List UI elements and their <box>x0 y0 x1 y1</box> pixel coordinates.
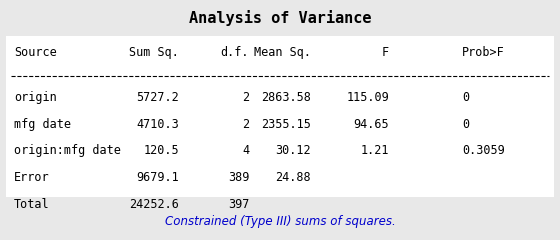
Text: origin:mfg date: origin:mfg date <box>14 144 121 157</box>
Text: 2: 2 <box>242 91 249 104</box>
Text: mfg date: mfg date <box>14 118 71 131</box>
Text: Source: Source <box>14 46 57 59</box>
Text: 4: 4 <box>242 144 249 157</box>
Text: 24252.6: 24252.6 <box>129 198 179 211</box>
Text: Analysis of Variance: Analysis of Variance <box>189 10 371 26</box>
Text: F: F <box>382 46 389 59</box>
Text: 2355.15: 2355.15 <box>261 118 311 131</box>
Text: 0: 0 <box>462 91 469 104</box>
Text: 30.12: 30.12 <box>275 144 311 157</box>
Text: Mean Sq.: Mean Sq. <box>254 46 311 59</box>
Text: 5727.2: 5727.2 <box>137 91 179 104</box>
Text: 397: 397 <box>228 198 249 211</box>
Text: 9679.1: 9679.1 <box>137 171 179 184</box>
Text: 4710.3: 4710.3 <box>137 118 179 131</box>
Text: 120.5: 120.5 <box>143 144 179 157</box>
Text: 94.65: 94.65 <box>353 118 389 131</box>
Text: Prob>F: Prob>F <box>462 46 505 59</box>
Text: 24.88: 24.88 <box>275 171 311 184</box>
Text: d.f.: d.f. <box>221 46 249 59</box>
Text: 0.3059: 0.3059 <box>462 144 505 157</box>
Text: 2: 2 <box>242 118 249 131</box>
Bar <box>6 36 554 197</box>
Text: Sum Sq.: Sum Sq. <box>129 46 179 59</box>
Text: 0: 0 <box>462 118 469 131</box>
Text: 2863.58: 2863.58 <box>261 91 311 104</box>
Text: 115.09: 115.09 <box>347 91 389 104</box>
Text: 1.21: 1.21 <box>361 144 389 157</box>
Text: origin: origin <box>14 91 57 104</box>
Text: Constrained (Type III) sums of squares.: Constrained (Type III) sums of squares. <box>165 216 395 228</box>
Text: Total: Total <box>14 198 50 211</box>
Text: 389: 389 <box>228 171 249 184</box>
Text: Error: Error <box>14 171 50 184</box>
